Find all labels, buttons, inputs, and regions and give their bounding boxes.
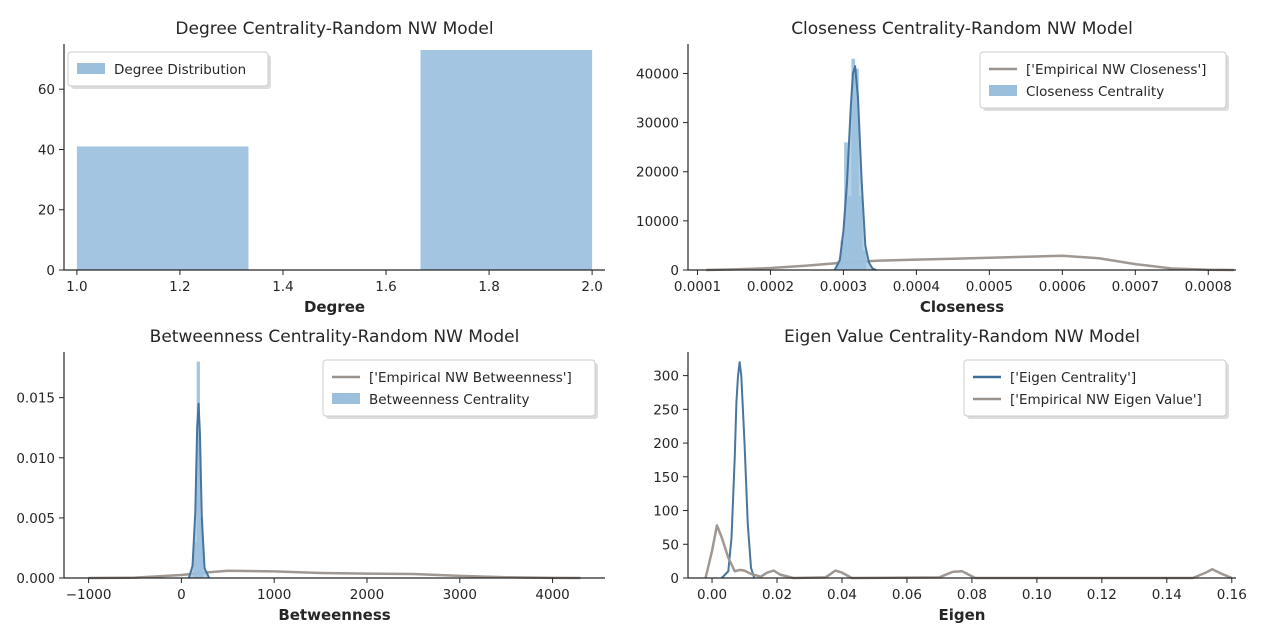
chart-panel-1: Degree Centrality-Random NW Model 1.0 1.2 1… [38, 19, 605, 316]
series-line-1 [706, 256, 1234, 270]
x-tick-label: 0.10 [1022, 587, 1052, 603]
x-tick-label: 0.02 [762, 587, 792, 603]
y-tick-label: 40 [38, 142, 55, 158]
legend-entry-label: ['Empirical NW Closeness'] [1026, 62, 1206, 78]
legend: ['Empirical NW Closeness'] Closeness Cent… [980, 52, 1229, 111]
x-tick-label: 0.14 [1152, 587, 1182, 603]
legend-entry-label: Betweenness Centrality [369, 392, 529, 408]
x-tick-label: 0.0004 [893, 279, 940, 295]
x-tick-label: 0.00 [697, 587, 727, 603]
chart-title: Eigen Value Centrality-Random NW Model [784, 327, 1140, 347]
x-tick-label: 0.0007 [1112, 279, 1159, 295]
legend-entry-label: ['Empirical NW Eigen Value'] [1010, 392, 1202, 408]
x-tick-label: 0.0005 [966, 279, 1013, 295]
legend-entry-label: Closeness Centrality [1026, 84, 1164, 100]
x-tick-label: 1.2 [169, 279, 190, 295]
x-tick-label: 0.0003 [820, 279, 867, 295]
hist-bar-1-3 [421, 50, 593, 270]
chart-title: Betweenness Centrality-Random NW Model [150, 327, 520, 347]
y-tick-label: 0 [670, 571, 679, 587]
legend-entry-label: Degree Distribution [114, 62, 246, 78]
y-tick-label: 50 [662, 537, 679, 553]
x-tick-label: 2000 [350, 587, 384, 603]
x-tick-label: 0.08 [957, 587, 987, 603]
chart-panel-4: Eigen Value Centrality-Random NW Model 0.… [653, 327, 1247, 624]
y-tick-label: 300 [653, 369, 679, 385]
series-line-1 [89, 571, 581, 578]
chart-panel-2: Closeness Centrality-Random NW Model 0.00… [636, 19, 1236, 316]
y-tick-label: 20 [38, 203, 55, 219]
x-tick-label: 0.0008 [1185, 279, 1232, 295]
y-tick-label: 0.000 [16, 571, 55, 587]
y-tick-label: 0.015 [16, 391, 55, 407]
y-tick-label: 0 [670, 263, 679, 279]
y-tick-label: 10000 [636, 214, 679, 230]
x-axis-label: Closeness [920, 298, 1004, 316]
y-tick-label: 200 [653, 436, 679, 452]
x-tick-label: 2.0 [581, 279, 602, 295]
x-tick-label: 1.4 [272, 279, 293, 295]
x-tick-label: 0.12 [1087, 587, 1117, 603]
x-tick-label: 0.04 [827, 587, 857, 603]
x-axis-label: Eigen [939, 606, 986, 624]
x-tick-label: 1.0 [66, 279, 87, 295]
y-tick-label: 40000 [636, 66, 679, 82]
y-tick-label: 0.005 [16, 511, 55, 527]
chart-title: Degree Centrality-Random NW Model [175, 19, 493, 39]
y-tick-label: 30000 [636, 116, 679, 132]
series-line-2 [706, 525, 1232, 578]
chart-title: Closeness Centrality-Random NW Model [791, 19, 1133, 39]
legend-entry-label: ['Eigen Centrality'] [1010, 370, 1136, 386]
x-tick-label: 0.0006 [1039, 279, 1086, 295]
y-tick-label: 0.010 [16, 451, 55, 467]
legend-entry-label: ['Empirical NW Betweenness'] [369, 370, 572, 386]
legend-swatch-bar [77, 63, 105, 74]
x-tick-label: 1000 [257, 587, 291, 603]
x-tick-label: −1000 [66, 587, 112, 603]
legend: ['Empirical NW Betweenness'] Betweenness … [323, 360, 598, 419]
chart-panel-3: Betweenness Centrality-Random NW Model −1… [16, 327, 605, 624]
legend-swatch-bar [989, 85, 1017, 96]
x-tick-label: 0.06 [892, 587, 922, 603]
kde-fill-3 [835, 66, 877, 270]
legend-swatch-bar [332, 393, 360, 404]
legend: Degree Distribution [68, 52, 271, 89]
legend: ['Eigen Centrality'] ['Empirical NW Eigen… [964, 360, 1229, 419]
y-tick-label: 60 [38, 82, 55, 98]
x-axis-label: Degree [304, 298, 365, 316]
y-tick-label: 100 [653, 504, 679, 520]
x-tick-label: 0.0001 [674, 279, 721, 295]
x-tick-label: 1.6 [375, 279, 396, 295]
y-tick-label: 20000 [636, 165, 679, 181]
x-tick-label: 0.0002 [747, 279, 794, 295]
x-tick-label: 0 [177, 587, 186, 603]
x-tick-label: 3000 [443, 587, 477, 603]
y-tick-label: 250 [653, 402, 679, 418]
x-tick-label: 0.16 [1217, 587, 1247, 603]
x-axis-label: Betweenness [278, 606, 390, 624]
y-tick-label: 0 [46, 263, 55, 279]
hist-bar-1-1 [77, 146, 249, 270]
x-tick-label: 4000 [535, 587, 569, 603]
x-tick-label: 1.8 [478, 279, 499, 295]
y-tick-label: 150 [653, 470, 679, 486]
series-line-1 [722, 362, 754, 578]
